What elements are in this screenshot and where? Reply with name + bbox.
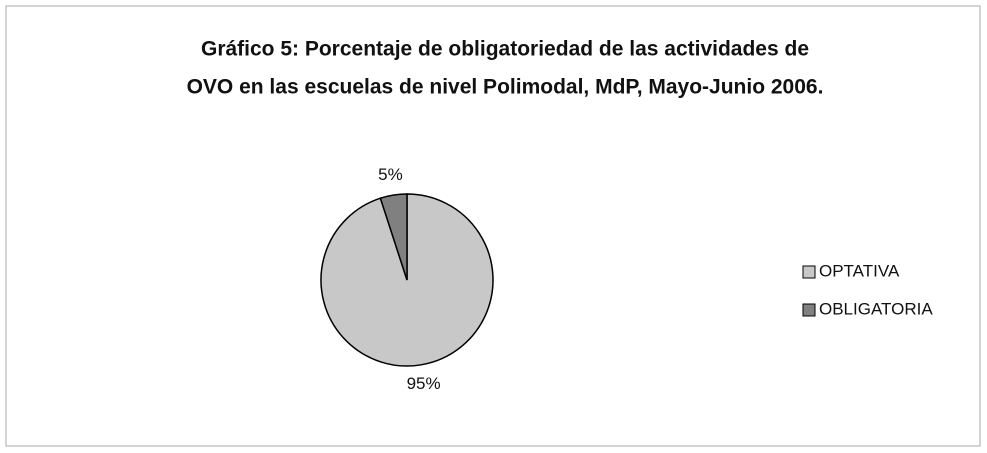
- legend-swatch: [802, 303, 816, 317]
- data-label: 5%: [378, 165, 403, 184]
- data-label: 95%: [407, 374, 441, 393]
- legend-label: OPTATIVA: [819, 261, 900, 280]
- chart-title: OVO en las escuelas de nivel Polimodal, …: [187, 76, 824, 99]
- chart-frame: [5, 5, 981, 447]
- chart-title: Gráfico 5: Porcentaje de obligatoriedad …: [201, 38, 809, 61]
- legend-swatch: [802, 265, 816, 279]
- pie-slice: [379, 193, 408, 281]
- legend-label: OBLIGATORIA: [819, 299, 933, 318]
